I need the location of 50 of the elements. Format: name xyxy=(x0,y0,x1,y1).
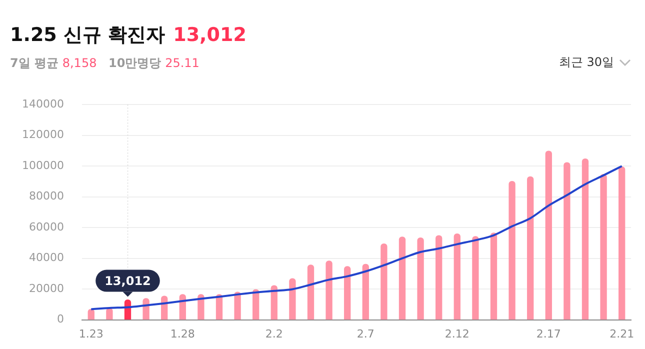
bar xyxy=(454,234,460,320)
bar xyxy=(398,236,406,320)
text: 13,012 xyxy=(173,24,246,46)
y-tick-label: 120000 xyxy=(22,128,64,142)
text: 25.11 xyxy=(165,56,200,70)
bar xyxy=(417,238,424,320)
bar xyxy=(564,162,570,320)
text: 7일 평균 xyxy=(10,56,59,70)
bar xyxy=(490,232,498,320)
bar xyxy=(326,260,332,320)
x-tick-label: 2.21 xyxy=(610,327,634,340)
bar xyxy=(270,285,278,320)
bar xyxy=(527,176,534,320)
bar xyxy=(380,244,388,320)
y-tick-label: 60000 xyxy=(28,220,64,234)
bar xyxy=(216,294,223,320)
x-tick-label: 2.7 xyxy=(356,327,374,340)
bar xyxy=(600,174,607,320)
bar xyxy=(88,308,94,320)
y-tick-label: 20000 xyxy=(28,282,64,295)
bar xyxy=(508,180,516,320)
chart-title: 1.25 신규 확진자 xyxy=(10,24,166,46)
bar xyxy=(582,158,589,320)
y-tick-label: 80000 xyxy=(28,190,64,203)
bar xyxy=(436,235,442,320)
x-tick-label: 2.12 xyxy=(444,327,470,340)
bar xyxy=(106,308,113,320)
y-tick-label: 140000 xyxy=(22,97,64,110)
bar xyxy=(234,292,241,320)
y-tick-label: 40000 xyxy=(28,251,64,264)
line-series xyxy=(90,165,623,310)
x-tick-label: 2.2 xyxy=(265,327,283,340)
bar xyxy=(198,294,204,320)
text: 10만명당 xyxy=(108,56,162,70)
bar xyxy=(472,236,479,320)
text: 8,158 xyxy=(62,56,97,70)
bar xyxy=(362,264,369,320)
y-tick-label: 100000 xyxy=(22,158,64,172)
bar xyxy=(307,264,314,320)
x-tick-label: 1.23 xyxy=(78,327,104,340)
bar xyxy=(344,266,351,320)
y-tick-label: 0 xyxy=(56,312,64,326)
annotation: 13,012 xyxy=(104,274,151,288)
bar xyxy=(252,289,260,320)
text: 최근 30일 xyxy=(558,54,614,71)
bar xyxy=(618,166,626,320)
x-tick-label: 2.17 xyxy=(536,327,561,340)
bar xyxy=(545,150,552,320)
bar xyxy=(289,278,296,320)
x-tick-label: 1.28 xyxy=(170,327,195,340)
